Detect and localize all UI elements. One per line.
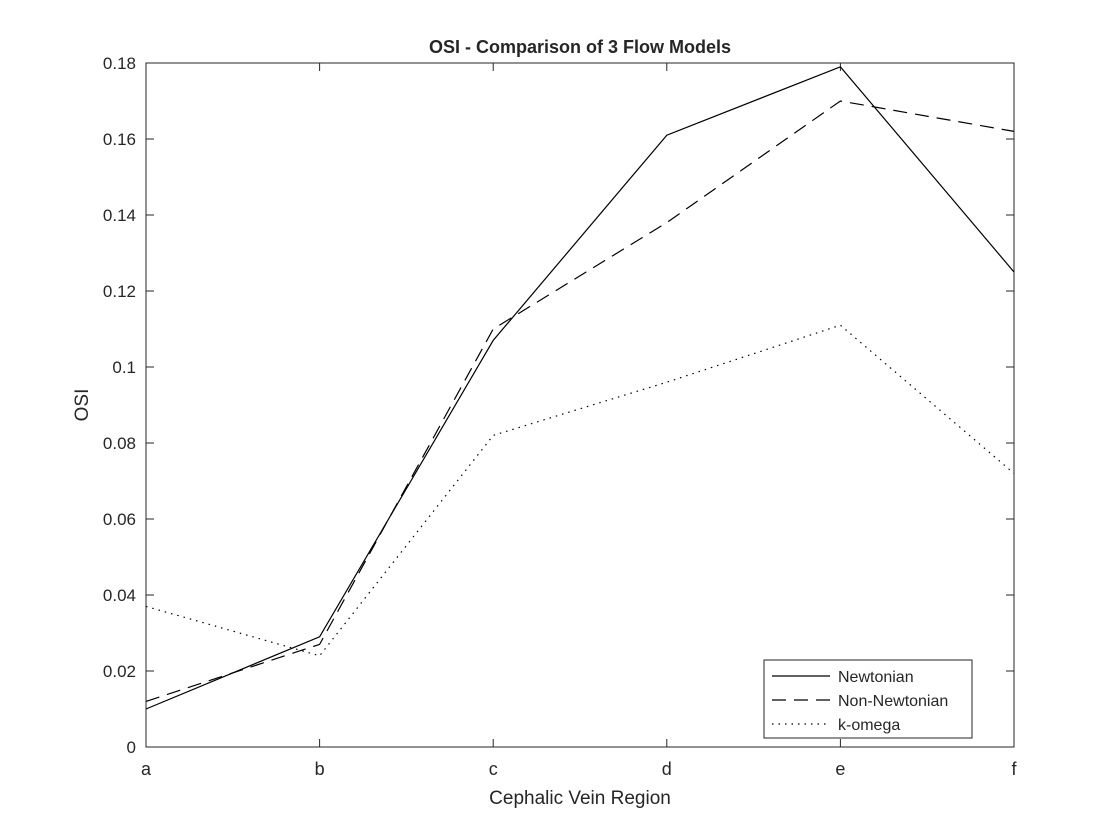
y-tick-label: 0.02 [103,662,136,681]
series-line-k-omega [145,324,1015,657]
legend-label: k-omega [838,717,900,734]
x-tick-label: a [141,759,152,779]
y-tick-label: 0.14 [103,206,136,225]
x-axis-label: Cephalic Vein Region [489,788,671,809]
x-tick-label: c [489,759,498,779]
x-tick-label: d [662,759,672,779]
series-line-newtonian [145,66,1015,710]
x-tick-label: b [315,759,325,779]
y-tick-label: 0.06 [103,510,136,529]
legend-label: Non-Newtonian [838,693,948,710]
x-tick-label: f [1011,759,1017,779]
legend-box [763,659,973,739]
y-axis-label: OSI [72,389,93,422]
y-tick-label: 0.08 [103,434,136,453]
x-tick-label: e [835,759,845,779]
y-tick-label: 0.04 [103,586,136,605]
y-tick-label: 0.12 [103,282,136,301]
series-line-non-newtonian [145,100,1015,702]
chart-title: OSI - Comparison of 3 Flow Models [429,37,731,57]
y-tick-label: 0.18 [103,54,136,73]
y-tick-label: 0 [127,738,136,757]
legend-label: Newtonian [838,669,914,686]
plot-area [145,62,1015,748]
legend: Newtonian Non-Newtonian k-omega [763,659,973,739]
y-tick-label: 0.16 [103,130,136,149]
y-tick-label: 0.1 [112,358,136,377]
